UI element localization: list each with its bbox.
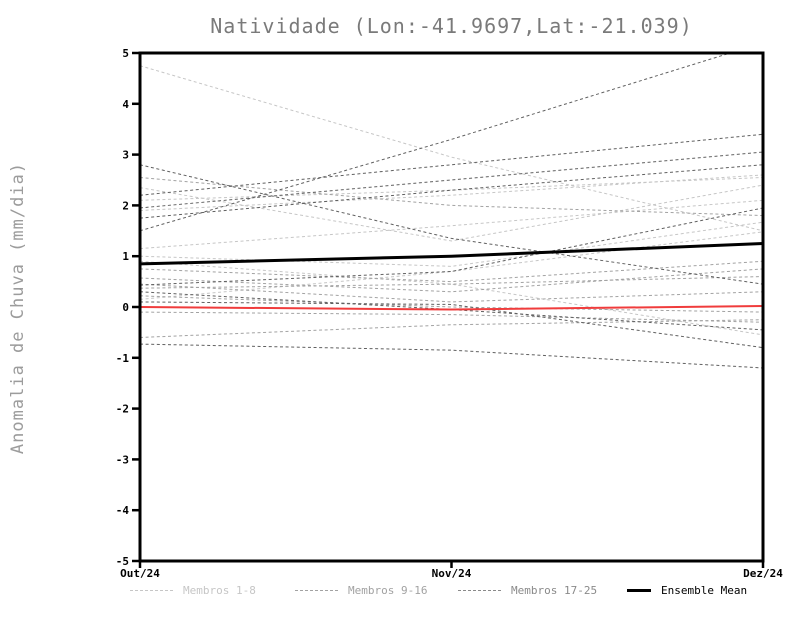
membros-1-8-line	[140, 176, 763, 201]
legend-item-membros-9-16: Membros 9-16	[295, 584, 427, 597]
x-tick-label: Out/24	[120, 567, 160, 580]
series-lines	[140, 53, 763, 369]
y-tick-label: 2	[122, 199, 129, 212]
membros-1-8-line	[140, 65, 763, 232]
membros-1-8-line	[140, 221, 763, 267]
membros-17-25-line	[140, 164, 763, 219]
legend-label: Ensemble Mean	[661, 584, 748, 597]
membros-17-25-line	[140, 151, 763, 209]
membros-17-25-line	[140, 164, 763, 285]
membros-9-16-line	[140, 260, 763, 283]
membros-17-25-line	[140, 133, 763, 196]
y-tick-label: -5	[116, 555, 129, 568]
y-tick-label: 4	[122, 98, 129, 111]
membros-9-16-line	[140, 311, 763, 323]
x-tick-label: Dez/24	[743, 567, 783, 580]
y-tick-label: 5	[122, 47, 129, 60]
legend-item-membros-17-25: Membros 17-25	[458, 584, 597, 597]
membros-17-25-line	[140, 53, 732, 232]
legend-line-swatch	[295, 590, 338, 591]
membros-9-16-line	[140, 176, 763, 217]
zero-line-line	[140, 304, 763, 311]
legend-line-swatch	[458, 590, 501, 591]
membros-17-25-line	[140, 301, 763, 349]
legend-line-swatch	[627, 589, 651, 592]
legend-label: Membros 1-8	[183, 584, 256, 597]
y-tick-label: -4	[116, 504, 130, 517]
x-ticks: Out/24 Nov/24 Dez/24	[120, 561, 783, 580]
ensemble-mean-line	[140, 242, 763, 266]
y-tick-label: 0	[122, 301, 129, 314]
y-tick-label: -1	[116, 352, 130, 365]
legend-label: Membros 17-25	[511, 584, 598, 597]
membros-9-16-line	[140, 268, 763, 293]
y-tick-label: 3	[122, 149, 129, 162]
legend-item-ensemble-mean: Ensemble Mean	[627, 584, 747, 597]
membros-9-16-line	[140, 283, 763, 303]
legend-item-membros-1-8: Membros 1-8	[130, 584, 256, 597]
membros-17-25-line	[140, 343, 763, 369]
membros-1-8-line	[140, 231, 763, 300]
membros-1-8-line	[140, 260, 763, 336]
membros-1-8-line	[140, 184, 763, 242]
legend-label: Membros 9-16	[348, 584, 428, 597]
legend-line-swatch	[130, 590, 173, 591]
membros-9-16-line	[140, 276, 763, 289]
membros-9-16-line	[140, 319, 763, 338]
x-tick-label: Nov/24	[432, 567, 472, 580]
y-tick-label: 1	[122, 250, 129, 263]
membros-1-8-line	[140, 174, 763, 211]
y-ticks: 5 4 3 2 1 0 -1 -2 -3 -4 -5	[116, 47, 140, 568]
membros-17-25-line	[140, 207, 763, 286]
chart-title: Natividade (Lon:-41.9697,Lat:-21.039)	[210, 14, 693, 38]
chart-legend: Membros 1-8 Membros 9-16 Membros 17-25 Ense…	[0, 584, 800, 604]
membros-17-25-line	[140, 291, 763, 331]
y-tick-label: -3	[116, 453, 129, 466]
y-tick-label: -2	[116, 403, 129, 416]
